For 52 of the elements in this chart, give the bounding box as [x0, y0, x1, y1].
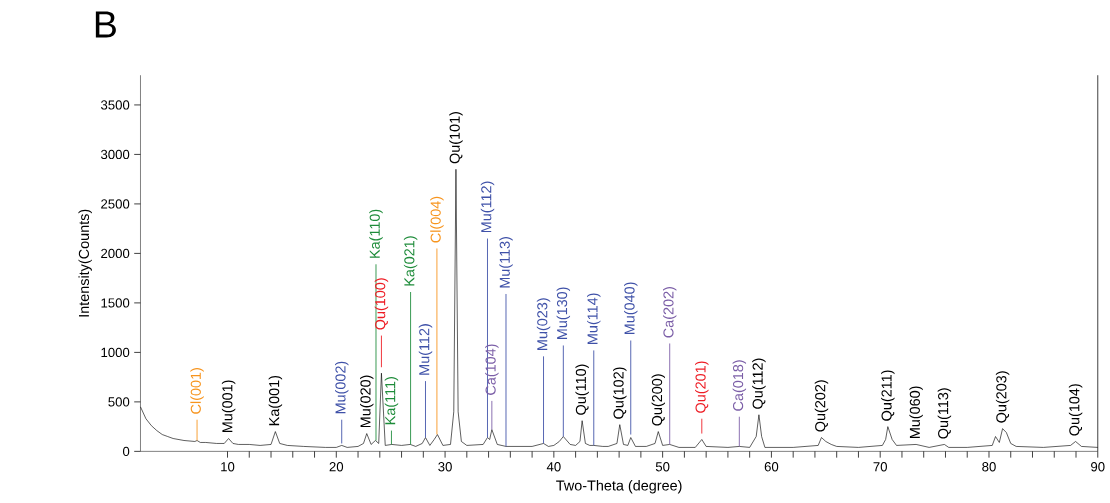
annotation: Qu(203) — [995, 371, 1010, 423]
x-tick-label: 90 — [1091, 462, 1105, 472]
annotation: Qu(110) — [575, 364, 589, 415]
annotation: Ka(021) — [403, 236, 418, 286]
annotation: Qu(112) — [752, 358, 766, 409]
x-tick-label: 10 — [221, 462, 235, 472]
annotation: Ca(018) — [732, 360, 747, 411]
y-axis-title: Intensity(Counts) — [78, 209, 92, 317]
annotation: Ca(202) — [663, 286, 677, 338]
y-tick-label: 2000 — [101, 248, 130, 259]
annotation: Mu(114) — [587, 293, 601, 344]
annotation: Qu(211) — [881, 370, 895, 421]
y-tick-label: 1500 — [101, 298, 130, 308]
annotation: Ka(111) — [384, 377, 399, 425]
annotation: Mu(130) — [556, 287, 571, 339]
annotation: Mu(023) — [536, 298, 551, 350]
x-tick-label: 30 — [438, 462, 452, 472]
y-tick-label: 500 — [108, 397, 130, 407]
annotation: Qu(100) — [374, 278, 389, 330]
chart-title: B — [95, 11, 116, 38]
annotation: Mu(112) — [480, 181, 495, 233]
annotation: Mu(060) — [909, 386, 923, 438]
y-tick-label: 1000 — [101, 347, 130, 358]
x-axis-title: Two-Theta (degree) — [556, 479, 682, 494]
annotation: Ca(104) — [485, 344, 499, 395]
x-tick-label: 60 — [764, 462, 779, 472]
annotation: Ka(001) — [268, 375, 283, 426]
annotation: Qu(113) — [937, 388, 952, 439]
x-tick-label: 20 — [329, 462, 344, 472]
annotation: Qu(104) — [1068, 384, 1083, 436]
y-tick-label: 0 — [122, 446, 130, 456]
x-tick-label: 40 — [546, 462, 561, 472]
annotation: Qu(202) — [814, 380, 829, 432]
annotation: Qu(102) — [613, 367, 627, 419]
y-tick-label: 2500 — [101, 199, 130, 209]
annotation: Mu(001) — [221, 380, 236, 433]
x-tick-label: 80 — [982, 462, 996, 472]
annotation: Ka(110) — [369, 209, 383, 258]
annotation: Mu(040) — [624, 282, 638, 335]
annotation: Qu(200) — [651, 374, 666, 426]
y-tick-label: 3000 — [100, 149, 130, 160]
annotation: Mu(113) — [499, 236, 513, 288]
y-tick-label: 3500 — [100, 100, 130, 110]
annotation: Cl(001) — [190, 368, 204, 414]
annotation: Cl(004) — [430, 196, 444, 243]
annotation: Mu(112) — [418, 324, 433, 375]
x-tick-label: 70 — [873, 462, 887, 472]
annotation: Qu(201) — [695, 361, 709, 413]
annotation: Mu(002) — [335, 361, 349, 414]
annotation: Mu(020) — [360, 375, 374, 428]
annotation: Qu(101) — [449, 111, 463, 164]
x-tick-label: 50 — [655, 462, 670, 472]
